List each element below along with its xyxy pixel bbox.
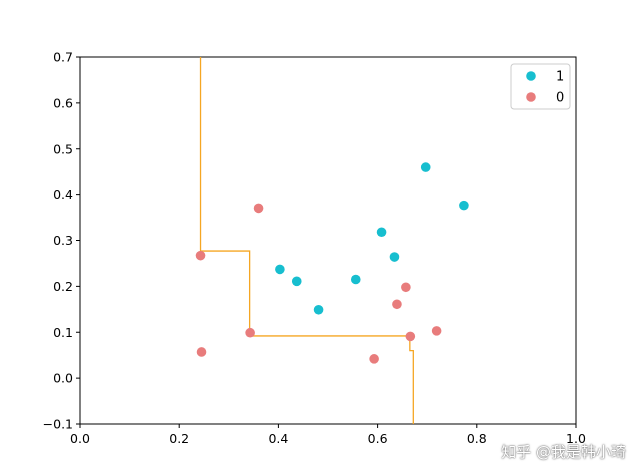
decision-boundary-line [199,57,414,424]
y-tick-label: 0.5 [53,141,73,156]
scatter-point-class-1 [313,304,324,315]
scatter-point-class-0 [195,250,206,261]
x-tick-label: 0.6 [368,431,388,446]
x-tick-label: 0.8 [467,431,487,446]
legend-label-0: 0 [556,91,564,106]
x-tick-label: 0.4 [268,431,288,446]
watermark-text: 知乎 @我是韩小琦 [501,443,626,461]
x-tick-label: 0.0 [70,431,90,446]
scatter-point-class-0 [401,282,411,293]
y-tick-label: −0.1 [43,417,73,432]
y-tick-label: 0.4 [53,187,73,202]
scatter-point-class-0 [196,347,207,357]
scatter-point-class-1 [420,162,431,172]
x-tick-label: 0.2 [169,431,189,446]
plot-frame [79,56,577,425]
scatter-point-class-1 [376,227,387,238]
scatter-point-class-0 [431,326,442,336]
y-tick-label: 0.7 [53,50,73,65]
legend-box [510,63,571,110]
y-tick-label: 0.1 [53,325,73,340]
y-tick-label: 0.0 [53,371,73,386]
legend-label-1: 1 [556,70,564,85]
scatter-point-class-0 [405,331,416,342]
legend-marker-1 [526,71,536,81]
scatter-point-class-1 [291,276,302,287]
scatter-point-class-0 [245,327,255,338]
scatter-point-class-0 [392,299,402,310]
scatter-point-class-0 [369,354,379,364]
y-tick-label: 0.6 [53,95,73,110]
y-tick-label: 0.2 [53,279,73,294]
y-tick-label: 0.3 [53,233,73,248]
scatter-point-class-1 [389,252,400,262]
legend-marker-0 [526,92,536,102]
scatter-point-class-0 [253,203,264,214]
scatter-point-class-1 [275,264,285,275]
scatter-point-class-1 [350,274,361,285]
x-tick-label: 1.0 [566,431,586,446]
scatter-point-class-1 [459,200,469,211]
